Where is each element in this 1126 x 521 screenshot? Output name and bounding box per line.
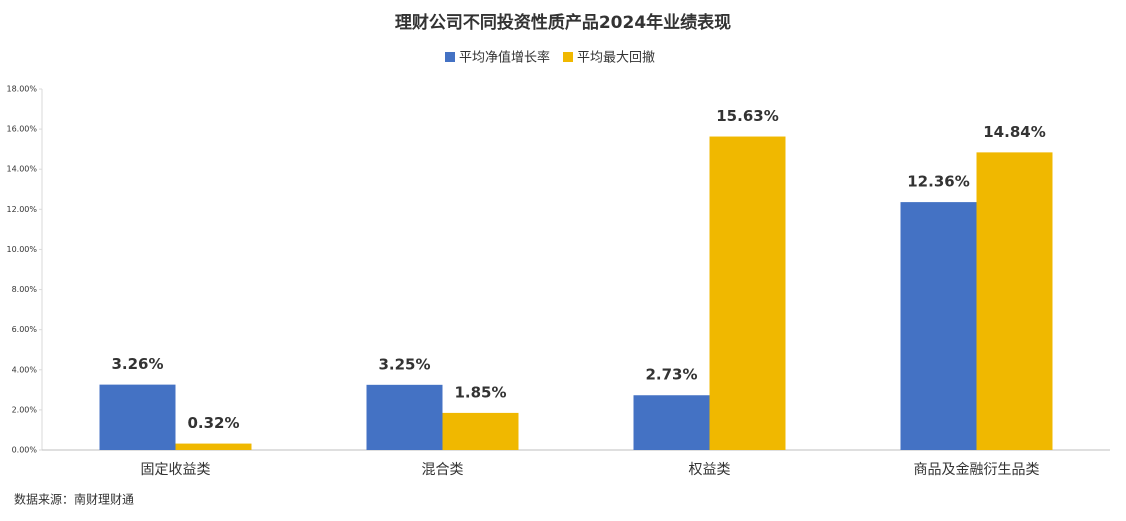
legend-swatch bbox=[445, 52, 455, 62]
value-label: 3.26% bbox=[111, 355, 163, 373]
x-tick-label: 商品及金融衍生品类 bbox=[914, 462, 1040, 478]
x-tick-label: 混合类 bbox=[422, 462, 464, 478]
bar bbox=[99, 384, 176, 450]
value-label: 0.32% bbox=[187, 414, 239, 432]
legend-label: 平均净值增长率 bbox=[459, 50, 550, 66]
y-tick-label: 12.00% bbox=[6, 205, 37, 214]
x-tick-label: 权益类 bbox=[689, 462, 731, 478]
value-label: 12.36% bbox=[907, 173, 969, 191]
y-tick-label: 2.00% bbox=[12, 405, 38, 414]
chart-title: 理财公司不同投资性质产品2024年业绩表现 bbox=[395, 12, 731, 33]
value-label: 1.85% bbox=[454, 383, 506, 401]
source-note: 数据来源：南财理财通 bbox=[14, 492, 134, 507]
legend-label: 平均最大回撤 bbox=[577, 50, 655, 66]
value-label: 2.73% bbox=[645, 366, 697, 384]
bar bbox=[175, 443, 252, 450]
bar bbox=[976, 152, 1053, 450]
y-tick-label: 10.00% bbox=[6, 245, 37, 254]
y-tick-label: 6.00% bbox=[12, 325, 38, 334]
y-tick-label: 0.00% bbox=[12, 446, 38, 455]
y-tick-label: 4.00% bbox=[12, 365, 38, 374]
value-label: 3.25% bbox=[378, 355, 430, 373]
bar bbox=[709, 136, 786, 450]
y-tick-label: 8.00% bbox=[12, 285, 38, 294]
x-tick-label: 固定收益类 bbox=[141, 462, 211, 478]
legend-swatch bbox=[563, 52, 573, 62]
bar bbox=[900, 202, 977, 450]
bar bbox=[442, 412, 519, 450]
value-label: 14.84% bbox=[983, 123, 1045, 141]
bar bbox=[366, 384, 443, 450]
y-tick-label: 16.00% bbox=[6, 125, 37, 134]
y-tick-label: 18.00% bbox=[6, 85, 37, 94]
value-label: 15.63% bbox=[716, 107, 778, 125]
y-tick-label: 14.00% bbox=[6, 165, 37, 174]
bar bbox=[633, 395, 710, 450]
